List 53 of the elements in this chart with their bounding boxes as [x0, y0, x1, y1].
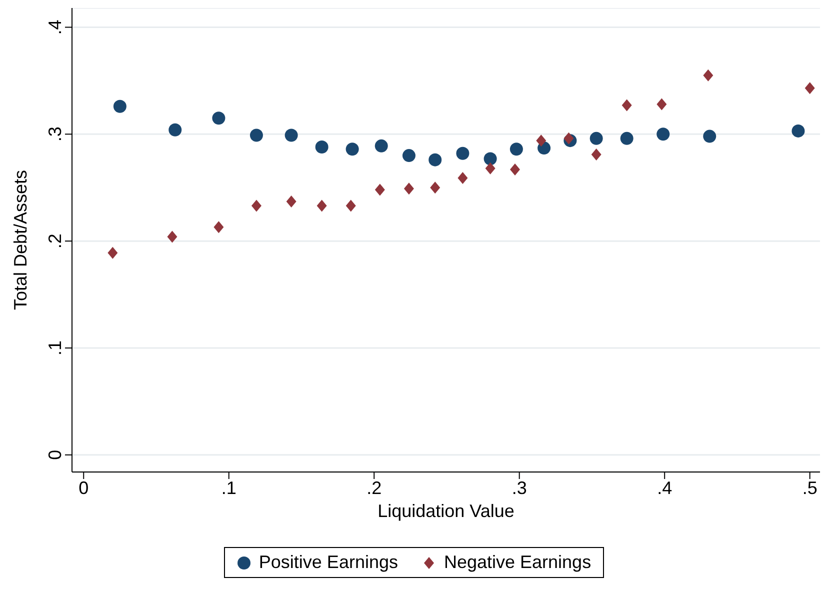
point: [212, 112, 226, 125]
point: [402, 149, 416, 162]
point: [510, 142, 523, 156]
x-tick-label: .2: [366, 478, 382, 498]
point: [485, 162, 496, 174]
point: [428, 153, 442, 166]
x-tick-label: .3: [512, 478, 527, 498]
y-axis-title: Total Debt/Assets: [10, 170, 30, 310]
point: [315, 140, 328, 154]
y-tick-label: .1: [45, 340, 65, 356]
point: [284, 128, 298, 142]
point: [703, 130, 716, 143]
x-tick-label: 0: [78, 478, 89, 498]
point: [590, 132, 603, 145]
point: [484, 152, 497, 166]
point: [251, 200, 262, 212]
point: [656, 128, 670, 141]
point: [622, 99, 632, 112]
x-tick-label: .5: [802, 478, 818, 498]
legend-label: Positive Earnings: [258, 552, 398, 573]
point: [316, 200, 327, 212]
point: [214, 221, 224, 234]
y-tick-label: .2: [45, 234, 65, 249]
point: [591, 148, 602, 160]
y-tick-label: .4: [45, 20, 65, 35]
point: [167, 230, 178, 243]
point: [108, 246, 118, 259]
y-tick-label: .3: [45, 126, 65, 142]
point: [113, 100, 126, 113]
point: [430, 182, 440, 194]
point: [346, 142, 359, 156]
legend-label: Negative Earnings: [442, 552, 592, 573]
point: [458, 172, 468, 184]
x-tick-label: .1: [221, 478, 236, 498]
point: [703, 69, 714, 82]
point: [168, 123, 182, 136]
point: [374, 139, 388, 152]
point: [374, 184, 385, 196]
point: [564, 132, 574, 144]
point: [536, 134, 546, 147]
point: [656, 98, 667, 110]
x-tick-label: .4: [657, 478, 672, 498]
point: [286, 196, 296, 208]
point: [804, 82, 815, 94]
point: [456, 146, 470, 160]
y-tick-label: 0: [45, 450, 65, 460]
point: [404, 182, 414, 195]
point: [250, 128, 263, 142]
x-axis-title: Liquidation Value: [378, 501, 514, 521]
point: [346, 200, 356, 212]
point: [620, 132, 634, 145]
point: [792, 124, 805, 138]
point: [510, 163, 520, 176]
